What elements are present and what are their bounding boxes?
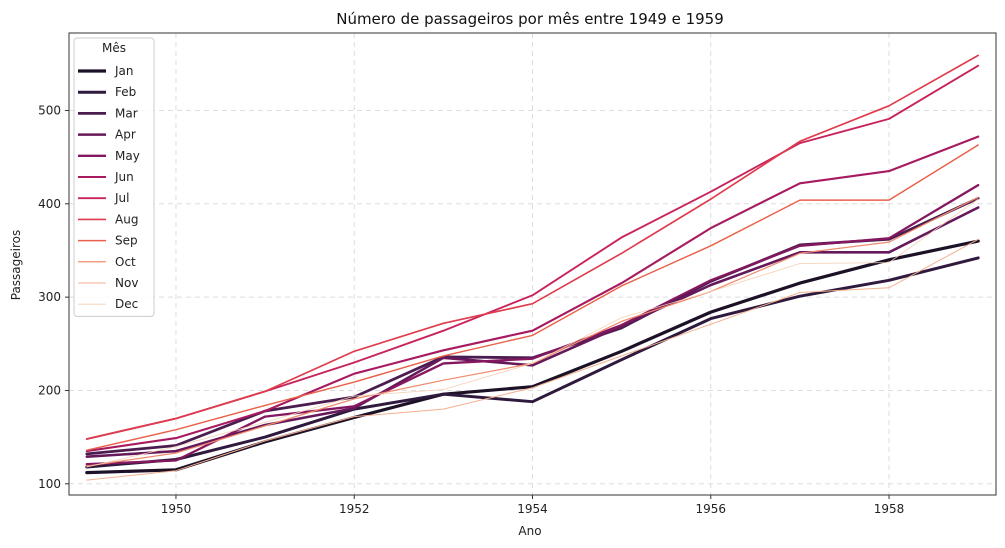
y-tick-label: 300 (38, 290, 61, 304)
x-tick-label: 1950 (161, 502, 192, 516)
legend-title: Mês (102, 41, 126, 55)
legend-box (73, 37, 155, 317)
legend-label-oct: Oct (115, 255, 136, 269)
series-line-apr (85, 206, 980, 458)
legend-label-mar: Mar (115, 106, 138, 120)
y-axis-label: Passageiros (9, 230, 23, 301)
legend-label-feb: Feb (115, 85, 136, 99)
series-line-nov (86, 238, 979, 481)
legend: Mês Jan Feb Mar Apr May Jun Jul Aug Sep Oct Nov Dec (73, 37, 155, 317)
series-line-aug (85, 54, 980, 440)
x-axis: 1950 1952 1954 1956 1958 (161, 495, 905, 516)
x-tick-label: 1958 (874, 502, 905, 516)
y-tick-label: 100 (38, 477, 61, 491)
x-tick-label: 1956 (695, 502, 726, 516)
y-tick-label: 200 (38, 383, 61, 397)
y-axis: 100 200 300 400 500 (38, 103, 69, 491)
legend-label-jul: Jul (114, 191, 129, 205)
x-tick-label: 1954 (517, 502, 548, 516)
x-tick-label: 1952 (339, 502, 370, 516)
legend-label-jan: Jan (114, 64, 134, 78)
legend-label-jun: Jun (114, 170, 134, 184)
legend-label-dec: Dec (115, 297, 138, 311)
series-line-sep (86, 144, 979, 451)
legend-label-nov: Nov (115, 276, 138, 290)
y-tick-label: 500 (38, 103, 61, 117)
series-line-jun (85, 135, 980, 453)
plot-frame (68, 32, 997, 496)
series-line-dec (86, 198, 979, 468)
chart-title: Número de passageiros por mês entre 1949… (336, 10, 724, 28)
legend-label-sep: Sep (115, 234, 138, 248)
series-layer (85, 54, 980, 481)
legend-label-may: May (115, 149, 140, 163)
series-line-may (85, 183, 980, 466)
legend-label-apr: Apr (115, 128, 136, 142)
grid (69, 33, 996, 495)
x-axis-label: Ano (518, 524, 541, 538)
legend-label-aug: Aug (115, 212, 138, 226)
y-tick-label: 400 (38, 197, 61, 211)
